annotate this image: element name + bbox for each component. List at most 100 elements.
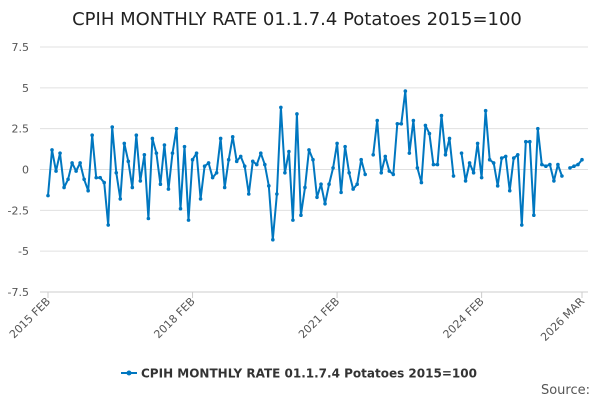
data-point — [399, 121, 404, 126]
y-tick-label: -7.5 — [8, 286, 29, 299]
data-point — [287, 149, 291, 154]
series-line-segment — [372, 90, 455, 184]
data-point — [234, 159, 239, 164]
data-point — [106, 223, 111, 227]
data-point — [218, 136, 223, 141]
data-point — [210, 175, 215, 180]
data-point — [427, 131, 432, 136]
x-tick-label: 2026 MAR — [538, 295, 587, 344]
data-point — [431, 162, 436, 167]
data-point — [186, 218, 191, 222]
data-point — [556, 162, 560, 167]
data-point — [114, 170, 119, 175]
data-point — [339, 190, 343, 195]
data-point — [459, 151, 464, 155]
data-point — [407, 151, 412, 155]
data-point — [403, 89, 408, 93]
x-tick-label: 2015 FEB — [7, 295, 53, 341]
data-point — [568, 166, 572, 170]
data-point — [202, 164, 207, 169]
data-point — [560, 174, 564, 178]
data-point — [523, 139, 528, 144]
data-point — [94, 175, 98, 180]
data-point — [242, 164, 247, 169]
y-tick-label: 0 — [22, 164, 29, 177]
data-point — [118, 197, 123, 201]
data-point — [323, 202, 327, 206]
data-point — [254, 162, 259, 167]
data-point — [375, 118, 380, 123]
data-point — [134, 133, 139, 137]
series-line-segment — [460, 109, 563, 226]
data-point — [178, 206, 183, 211]
data-point — [540, 162, 544, 167]
data-point — [351, 187, 355, 191]
y-axis: 7.5 5 2.5 0 -2.5 -5 -7.5 — [8, 41, 29, 299]
data-point — [371, 153, 376, 157]
data-point — [499, 156, 504, 160]
data-point — [138, 179, 143, 183]
data-point — [359, 157, 363, 162]
x-axis: 2015 FEB 2018 FEB 2021 FEB 2024 FEB 2026 MAR — [7, 291, 588, 344]
data-point — [62, 185, 66, 190]
data-point — [279, 105, 283, 110]
data-point — [343, 144, 347, 149]
data-point — [491, 161, 496, 165]
legend[interactable]: CPIH MONTHLY RATE 01.1.7.4 Potatoes 2015… — [121, 367, 477, 381]
data-point — [411, 118, 416, 123]
data-point — [222, 185, 227, 190]
data-point — [86, 188, 90, 193]
data-point — [291, 218, 295, 222]
chart-title: CPIH MONTHLY RATE 01.1.7.4 Potatoes 2015… — [72, 9, 522, 30]
data-point — [50, 148, 54, 152]
y-tick-label: 7.5 — [12, 41, 30, 54]
data-point — [363, 172, 367, 177]
data-point — [246, 192, 251, 196]
data-point — [335, 141, 339, 146]
data-point — [214, 170, 219, 175]
data-point — [395, 121, 400, 126]
data-point — [142, 153, 147, 157]
y-tick-label: -5 — [18, 245, 29, 258]
data-point — [383, 154, 388, 159]
data-point — [544, 164, 548, 169]
data-point — [552, 179, 556, 183]
data-point — [146, 216, 151, 221]
data-point — [515, 153, 520, 157]
data-point — [487, 157, 492, 162]
data-point — [82, 177, 86, 182]
data-point — [66, 177, 70, 182]
data-point — [507, 188, 512, 193]
data-point — [572, 164, 576, 169]
legend-marker-icon — [126, 370, 132, 376]
data-point — [495, 184, 500, 188]
data-point — [311, 157, 315, 162]
data-point — [154, 151, 159, 155]
data-point — [519, 223, 524, 227]
data-point — [391, 172, 396, 177]
data-point — [130, 185, 135, 190]
data-point — [226, 157, 231, 162]
data-point — [379, 170, 384, 175]
x-tick-label: 2018 FEB — [151, 295, 197, 341]
data-point — [238, 154, 243, 159]
data-point — [532, 213, 536, 218]
data-point — [483, 108, 488, 113]
legend-label: CPIH MONTHLY RATE 01.1.7.4 Potatoes 2015… — [141, 367, 477, 381]
data-point — [166, 187, 171, 191]
data-point — [271, 237, 275, 242]
data-point — [250, 159, 255, 164]
data-point — [463, 179, 468, 183]
data-point — [299, 213, 303, 218]
data-point — [162, 143, 167, 147]
data-point — [387, 169, 392, 173]
data-point — [315, 195, 319, 200]
data-point — [122, 141, 127, 146]
data-point — [98, 175, 102, 180]
data-point — [419, 180, 424, 185]
data-point — [258, 151, 263, 155]
data-point — [327, 182, 331, 186]
data-point — [439, 113, 444, 118]
data-point — [198, 197, 203, 201]
data-point — [54, 169, 58, 173]
